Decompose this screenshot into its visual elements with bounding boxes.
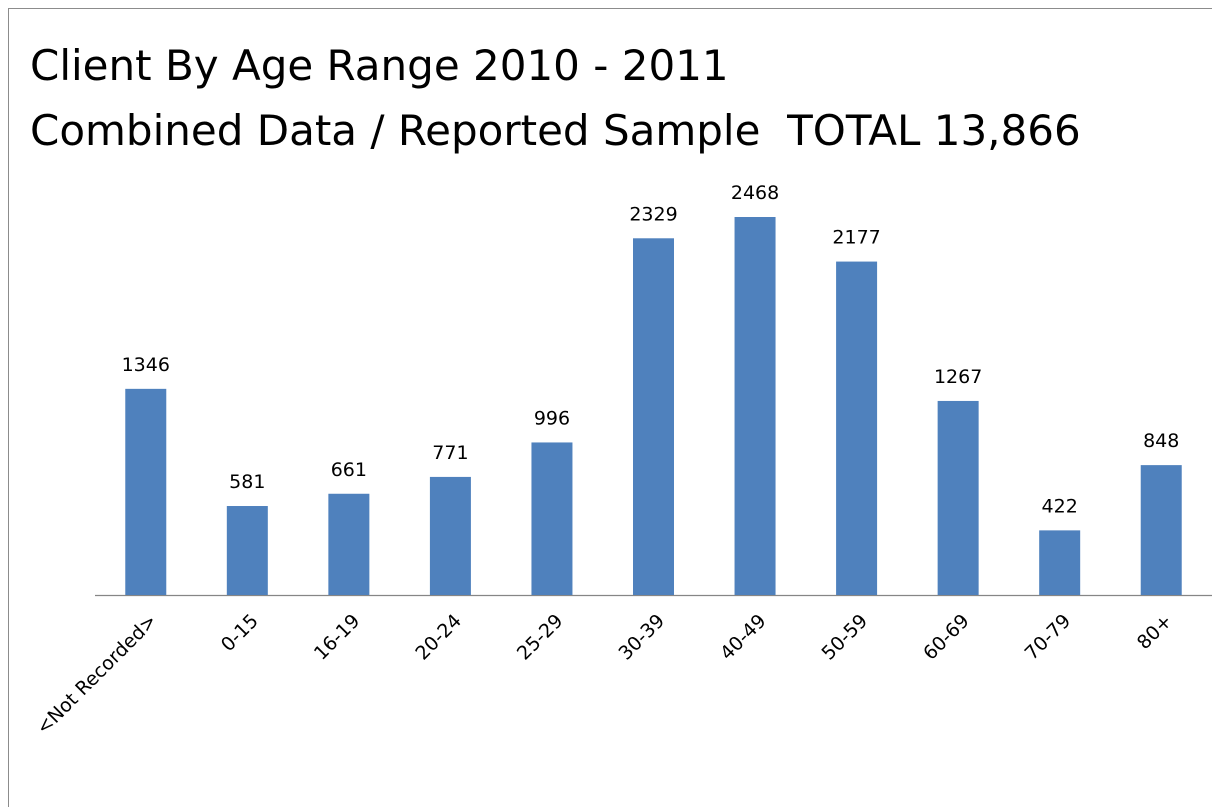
bar [633,238,674,595]
bar [1140,465,1182,595]
bar [429,476,471,595]
bar [226,506,268,595]
chart-title: Client By Age Range 2010 - 2011 [30,41,729,90]
chart-frame [8,8,1212,807]
data-label: 2177 [832,227,880,249]
data-label: 771 [432,442,468,464]
bar [937,400,979,595]
data-label: 848 [1143,430,1179,452]
data-label: 2329 [629,203,677,225]
bar [125,388,167,595]
data-label: 1267 [934,366,982,388]
bar [836,261,878,595]
data-label: 422 [1042,495,1078,517]
bar [1039,530,1081,595]
bar [531,442,573,595]
data-label: 581 [229,471,265,493]
data-label: 661 [331,459,367,481]
data-label: 2468 [731,182,779,204]
chart-subtitle: Combined Data / Reported Sample TOTAL 13… [30,106,1081,155]
data-label: 996 [534,407,570,429]
data-label: 1346 [122,354,170,376]
bar [328,493,370,595]
bar [734,217,776,595]
